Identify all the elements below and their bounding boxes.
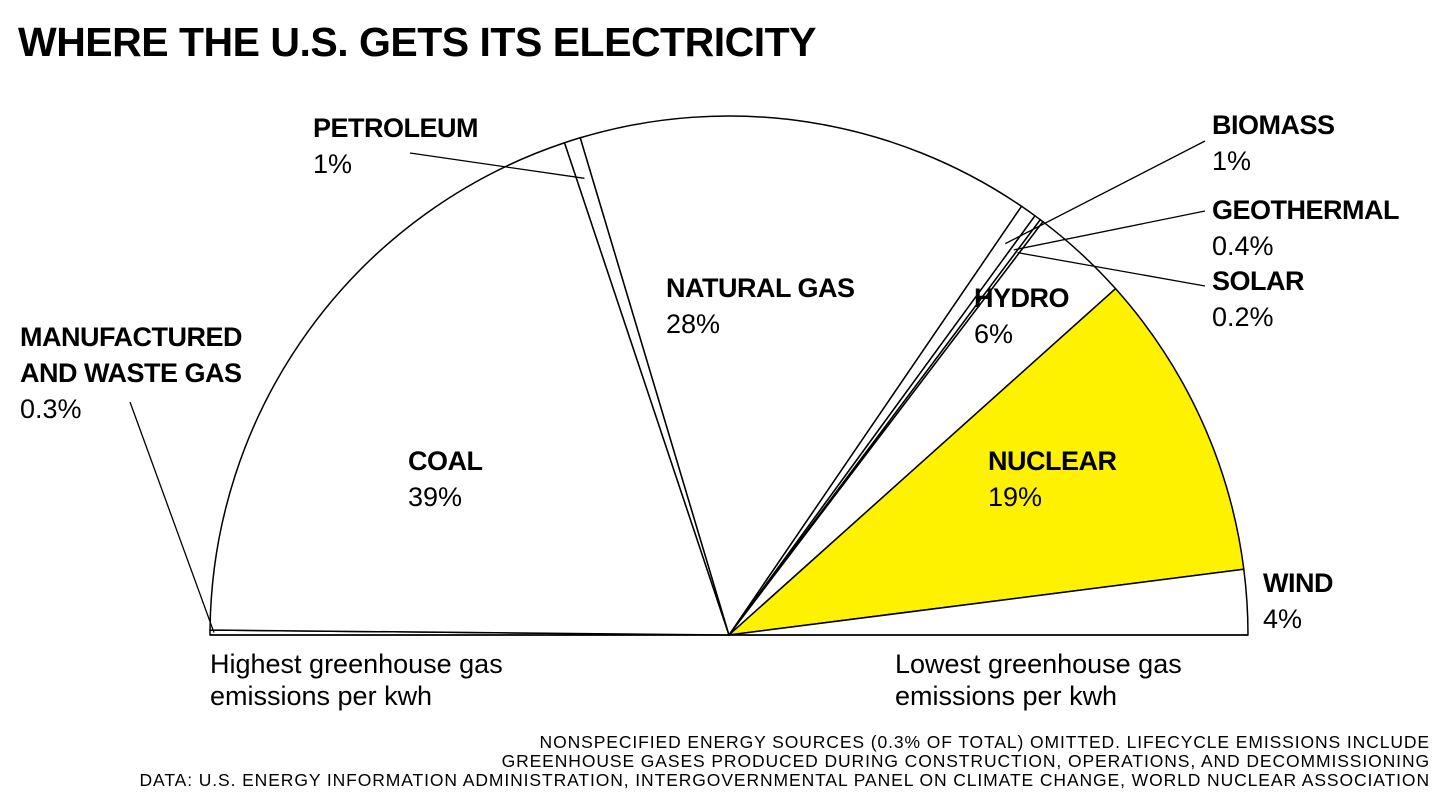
- leader-lines: [129, 140, 1206, 633]
- label-nuclear: NUCLEAR: [988, 446, 1117, 476]
- scale-left-label: Highest greenhouse gas emissions per kwh: [210, 649, 503, 711]
- label-natural-gas: NATURAL GAS: [666, 273, 855, 303]
- footnote-2: GREENHOUSE GASES PRODUCED DURING CONSTRU…: [502, 751, 1430, 771]
- semicircle-pie: [209, 115, 1249, 636]
- label-solar: SOLAR: [1212, 266, 1304, 296]
- leader-manufactured-and-waste-gas: [129, 401, 215, 633]
- footnotes: NONSPECIFIED ENERGY SOURCES (0.3% OF TOT…: [140, 732, 1430, 790]
- footnote-3: DATA: U.S. ENERGY INFORMATION ADMINISTRA…: [140, 770, 1430, 790]
- scale-right-label: Lowest greenhouse gas emissions per kwh: [895, 649, 1182, 711]
- value-petroleum: 1%: [313, 149, 352, 179]
- leader-geothermal: [1013, 210, 1206, 251]
- label-geothermal: GEOTHERMAL: [1212, 195, 1399, 225]
- leader-petroleum: [409, 152, 585, 179]
- slice-natural-gas: [579, 115, 1023, 636]
- value-solar: 0.2%: [1212, 302, 1274, 332]
- slice-nuclear: [728, 287, 1245, 636]
- slice-labels: MANUFACTURED AND WASTE GAS 0.3% COAL 39% PETR…: [20, 110, 1400, 634]
- value-wind: 4%: [1263, 604, 1302, 634]
- value-geothermal: 0.4%: [1212, 231, 1274, 261]
- slice-coal: [209, 141, 730, 636]
- scale-right-line-1: Lowest greenhouse gas: [895, 649, 1182, 679]
- label-petroleum: PETROLEUM: [313, 113, 478, 143]
- value-hydro: 6%: [974, 319, 1013, 349]
- leader-solar: [1017, 252, 1206, 287]
- label-manufactured-and-waste-gas-line-1: MANUFACTURED: [20, 322, 242, 352]
- value-coal: 39%: [408, 482, 462, 512]
- value-nuclear: 19%: [988, 482, 1042, 512]
- label-hydro: HYDRO: [974, 283, 1069, 313]
- label-biomass: BIOMASS: [1212, 110, 1335, 140]
- value-natural-gas: 28%: [666, 309, 720, 339]
- leader-biomass: [1004, 140, 1206, 245]
- footnote-1: NONSPECIFIED ENERGY SOURCES (0.3% OF TOT…: [540, 732, 1430, 752]
- scale-left-line-1: Highest greenhouse gas: [210, 649, 503, 679]
- value-manufactured-and-waste-gas: 0.3%: [20, 394, 82, 424]
- label-coal: COAL: [408, 446, 483, 476]
- label-manufactured-and-waste-gas-line-2: AND WASTE GAS: [20, 358, 242, 388]
- scale-left-line-2: emissions per kwh: [210, 681, 432, 711]
- value-biomass: 1%: [1212, 146, 1251, 176]
- label-wind: WIND: [1263, 568, 1333, 598]
- chart-title: WHERE THE U.S. GETS ITS ELECTRICITY: [18, 19, 816, 65]
- scale-right-line-2: emissions per kwh: [895, 681, 1117, 711]
